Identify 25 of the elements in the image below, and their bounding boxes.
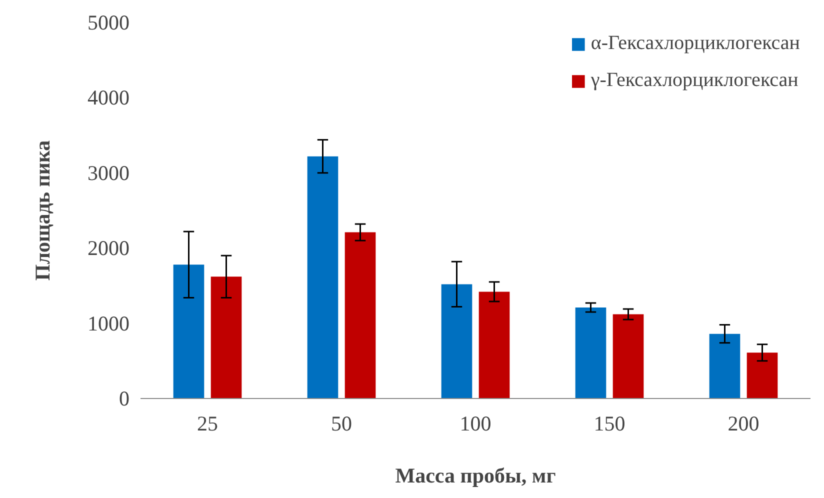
legend-label: α-Гексахлорциклогексан [590, 32, 800, 55]
y-tick-label: 3000 [88, 160, 130, 185]
x-tick-label: 25 [197, 412, 218, 436]
x-tick-label: 150 [594, 412, 626, 436]
x-tick-label: 200 [728, 412, 760, 436]
x-tick-label: 100 [460, 412, 492, 436]
y-tick-label: 0 [119, 386, 130, 410]
bar [478, 292, 510, 398]
bar [307, 156, 338, 398]
y-tick-label: 1000 [88, 311, 130, 336]
bar [173, 264, 204, 398]
bar [575, 308, 606, 398]
bar [344, 232, 376, 398]
y-axis-title: Площадь пика [30, 140, 54, 281]
bar [210, 276, 242, 398]
bar [709, 334, 740, 398]
bar [441, 284, 472, 398]
x-axis-title: Масса пробы, мг [395, 464, 556, 488]
bar [746, 352, 778, 398]
legend-label: γ-Гексахлорциклогексан [590, 69, 798, 92]
bar [612, 314, 644, 398]
y-tick-label: 4000 [88, 86, 130, 110]
y-tick-label: 5000 [88, 10, 130, 34]
x-tick-label: 50 [331, 412, 352, 436]
y-tick-label: 2000 [88, 236, 130, 260]
